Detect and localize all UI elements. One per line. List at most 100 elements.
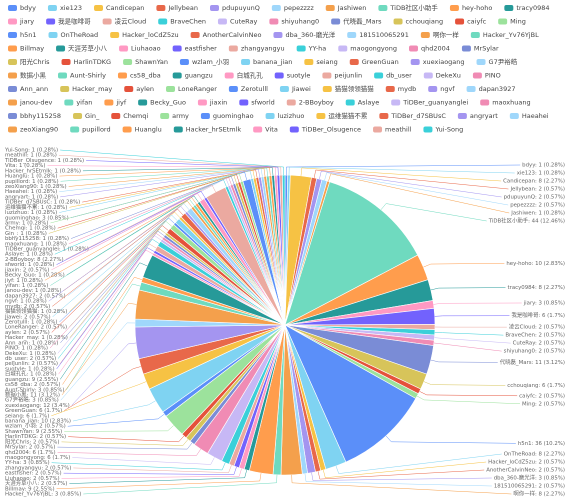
legend-label: bdyy — [20, 4, 36, 12]
leader-line — [289, 167, 515, 175]
legend-swatch — [8, 19, 17, 25]
legend-swatch — [424, 73, 433, 79]
legend-label: maogongyong — [350, 45, 397, 53]
legend-swatch — [119, 46, 128, 52]
legend-label: banana_jian — [253, 58, 292, 66]
legend-label: Huanglu — [135, 126, 162, 134]
leader-line — [381, 204, 487, 221]
legend-label: cchouqiang — [406, 18, 444, 26]
leader-line — [68, 436, 184, 442]
legend-swatch — [386, 86, 395, 92]
legend-swatch — [123, 127, 132, 133]
legend-swatch — [373, 127, 382, 133]
legend-label: Ming — [510, 18, 526, 26]
legend-swatch — [8, 46, 17, 52]
legend-label: Candicepan — [106, 4, 144, 12]
legend-swatch — [124, 86, 133, 92]
legend-swatch — [160, 113, 169, 119]
legend-swatch — [421, 32, 430, 38]
legend-swatch — [290, 127, 299, 133]
legend-swatch — [450, 5, 459, 11]
leader-line — [51, 382, 146, 416]
legend-swatch — [239, 100, 248, 106]
data-label: Hacker_loCdZ5zu: 2 (0.57%) — [488, 460, 565, 466]
legend-swatch — [347, 32, 356, 38]
legend-swatch — [8, 127, 17, 133]
data-label: 我是咖啡哥: 6 (1.7%) — [511, 311, 565, 319]
legend-label: shiyuhang0 — [281, 18, 319, 26]
legend-swatch — [462, 46, 471, 52]
legend-swatch — [423, 127, 432, 133]
leader-line — [386, 436, 516, 443]
legend-swatch — [104, 100, 113, 106]
legend-label: 阳光Chris — [20, 57, 50, 66]
legend-label: Liuhaoao — [131, 45, 161, 53]
data-label: Ming: 2 (0.57%) — [522, 401, 565, 407]
legend-swatch — [504, 5, 513, 11]
leader-line — [62, 303, 136, 395]
legend-label: Chemqi — [123, 112, 148, 120]
legend-label: angryart — [470, 112, 498, 120]
legend-label: LoneRanger — [178, 85, 217, 93]
legend-swatch — [8, 5, 17, 11]
data-label: bdyy: 1 (0.28%) — [522, 163, 565, 169]
legend-label: xie123 — [60, 4, 82, 12]
legend-label: DekeXu — [436, 72, 461, 80]
legend-label: 我是咖啡哥 — [58, 17, 91, 26]
legend-swatch — [473, 73, 482, 79]
legend-label: zeoXiang90 — [20, 126, 58, 134]
legend-label: pdupuyunQ — [222, 4, 260, 12]
legend-label: PINO — [485, 72, 501, 80]
data-label: 181510065291: 2 (0.57%) — [494, 484, 565, 490]
legend-label: 啊你一样 — [433, 30, 460, 39]
data-label: 凌云Cloud: 2 (0.57%) — [509, 323, 565, 331]
legend-label: YY-ha — [308, 45, 327, 53]
leader-line — [64, 367, 141, 411]
legend-label: Hacker_loCdZ5zu — [122, 31, 178, 39]
legend-swatch — [316, 113, 325, 119]
leader-line — [434, 338, 510, 343]
legend-swatch — [350, 59, 359, 65]
legend-swatch — [498, 19, 507, 25]
leader-line — [72, 343, 136, 405]
legend-swatch — [123, 59, 132, 65]
leader-line — [62, 277, 142, 384]
legend-label: jiyf — [115, 99, 126, 107]
leader-line — [323, 462, 486, 478]
legend-swatch — [198, 100, 207, 106]
data-label: 啊你一样: 8 (2.27%) — [513, 490, 565, 498]
legend-swatch — [322, 73, 331, 79]
legend-swatch — [8, 86, 17, 92]
legend-swatch — [218, 19, 227, 25]
data-label: Jellybean: 2 (0.57%) — [509, 187, 565, 193]
legend-swatch — [56, 46, 65, 52]
leader-line — [68, 414, 165, 426]
legend-label: meathill — [385, 126, 412, 134]
leader-line — [423, 263, 504, 267]
legend-label: yifan — [76, 99, 92, 107]
legend-label: 猫猫领领猫猫 — [335, 84, 375, 93]
legend-label: dapan3927 — [479, 85, 516, 93]
data-label: caiyfc: 2 (0.57%) — [519, 393, 565, 399]
legend-swatch — [304, 59, 313, 65]
legend-label: jiaxin — [209, 99, 227, 107]
legend-label: TiDB社区小助手 — [389, 3, 438, 12]
legend-label: caiyfc — [467, 18, 486, 26]
legend-swatch — [241, 59, 250, 65]
leader-line — [64, 467, 237, 475]
legend-label: Vita — [265, 126, 278, 134]
legend-label: sfworld — [251, 99, 274, 107]
legend-swatch — [428, 86, 437, 92]
legend-label: xuexiaogang — [423, 58, 465, 66]
legend-label: jiary — [19, 18, 34, 26]
data-label: Candicepan: 8 (2.27%) — [503, 179, 565, 185]
legend-swatch — [64, 100, 73, 106]
data-label: 代晓磊_Mars: 11 (3.12%) — [500, 358, 565, 366]
legend-label: Gin_ — [85, 112, 100, 120]
data-label: h5n1: 36 (10.2%) — [518, 441, 565, 447]
legend-label: eastfisher — [185, 45, 218, 53]
legend-swatch — [166, 86, 175, 92]
leader-line — [69, 470, 246, 484]
legend-swatch — [46, 19, 55, 25]
legend-swatch — [225, 73, 234, 79]
